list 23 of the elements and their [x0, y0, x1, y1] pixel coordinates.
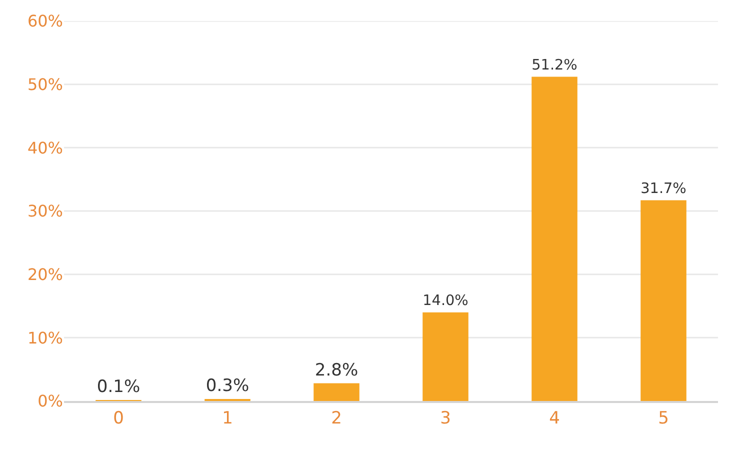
- bar: [640, 200, 686, 401]
- y-tick-label: 30%: [27, 202, 63, 221]
- y-tick-label: 0%: [38, 392, 63, 411]
- x-tick-label: 5: [658, 408, 669, 428]
- bar: [422, 312, 468, 401]
- data-label: 14.0%: [422, 293, 468, 310]
- x-tick-label: 1: [222, 408, 233, 428]
- bar: [532, 76, 578, 401]
- y-tick-label: 20%: [27, 264, 63, 284]
- data-label: 0.1%: [96, 377, 140, 397]
- data-label: 2.8%: [314, 360, 358, 380]
- y-tick-label: 40%: [27, 138, 63, 158]
- y-tick-label: 10%: [27, 328, 63, 348]
- x-tick-label: 4: [549, 408, 560, 428]
- x-tick-label: 2: [331, 408, 342, 428]
- y-tick-label: 60%: [27, 12, 63, 31]
- data-label: 51.2%: [532, 57, 578, 74]
- y-tick-label: 50%: [27, 74, 63, 94]
- x-tick-label: 0: [113, 408, 124, 428]
- data-label: 31.7%: [640, 180, 686, 197]
- x-tick-label: 3: [440, 408, 451, 428]
- bar: [314, 383, 360, 401]
- data-label: 0.3%: [206, 376, 250, 396]
